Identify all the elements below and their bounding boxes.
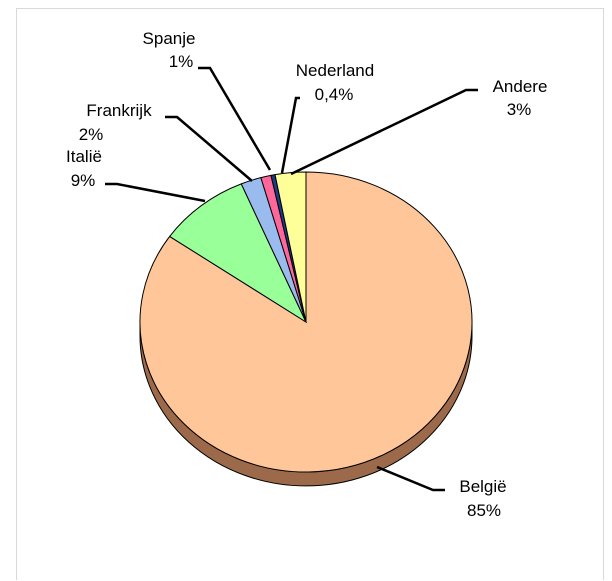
- leader-line-italie: [105, 182, 206, 203]
- leader-line-nederland: [280, 96, 300, 174]
- label-nederland-value: 0,4%: [315, 85, 354, 104]
- pie-slices: [139, 171, 473, 473]
- label-italie: Italië 9%: [66, 147, 102, 190]
- label-frankrijk-value: 2%: [79, 125, 104, 144]
- label-andere: Andere 3%: [493, 77, 548, 119]
- label-belgie-value: 85%: [467, 501, 501, 520]
- pie-slice-italie: [168, 183, 308, 324]
- label-frankrijk-name: Frankrijk: [86, 101, 152, 120]
- leader-lines: [105, 66, 478, 492]
- label-spanje-name: Spanje: [143, 29, 196, 48]
- label-belgie-name: België: [459, 477, 506, 496]
- label-nederland-name: Nederland: [296, 61, 374, 80]
- pie-slice-andere: [274, 171, 307, 323]
- leader-line-frankrijk: [165, 115, 253, 182]
- label-belgie: België 85%: [459, 477, 506, 520]
- label-frankrijk: Frankrijk 2%: [79, 101, 152, 144]
- leader-line-belgie: [376, 465, 445, 492]
- label-spanje: Spanje 1%: [143, 29, 196, 71]
- leader-line-andere: [290, 88, 478, 176]
- label-italie-value: 9%: [71, 171, 96, 190]
- leader-line-spanje: [198, 66, 272, 171]
- label-nederland: Nederland 0,4%: [296, 61, 374, 104]
- label-andere-value: 3%: [507, 100, 532, 119]
- label-italie-name: Italië: [66, 147, 102, 166]
- label-spanje-value: 1%: [169, 52, 194, 71]
- label-andere-name: Andere: [493, 77, 548, 96]
- chart-frame: [16, 8, 604, 580]
